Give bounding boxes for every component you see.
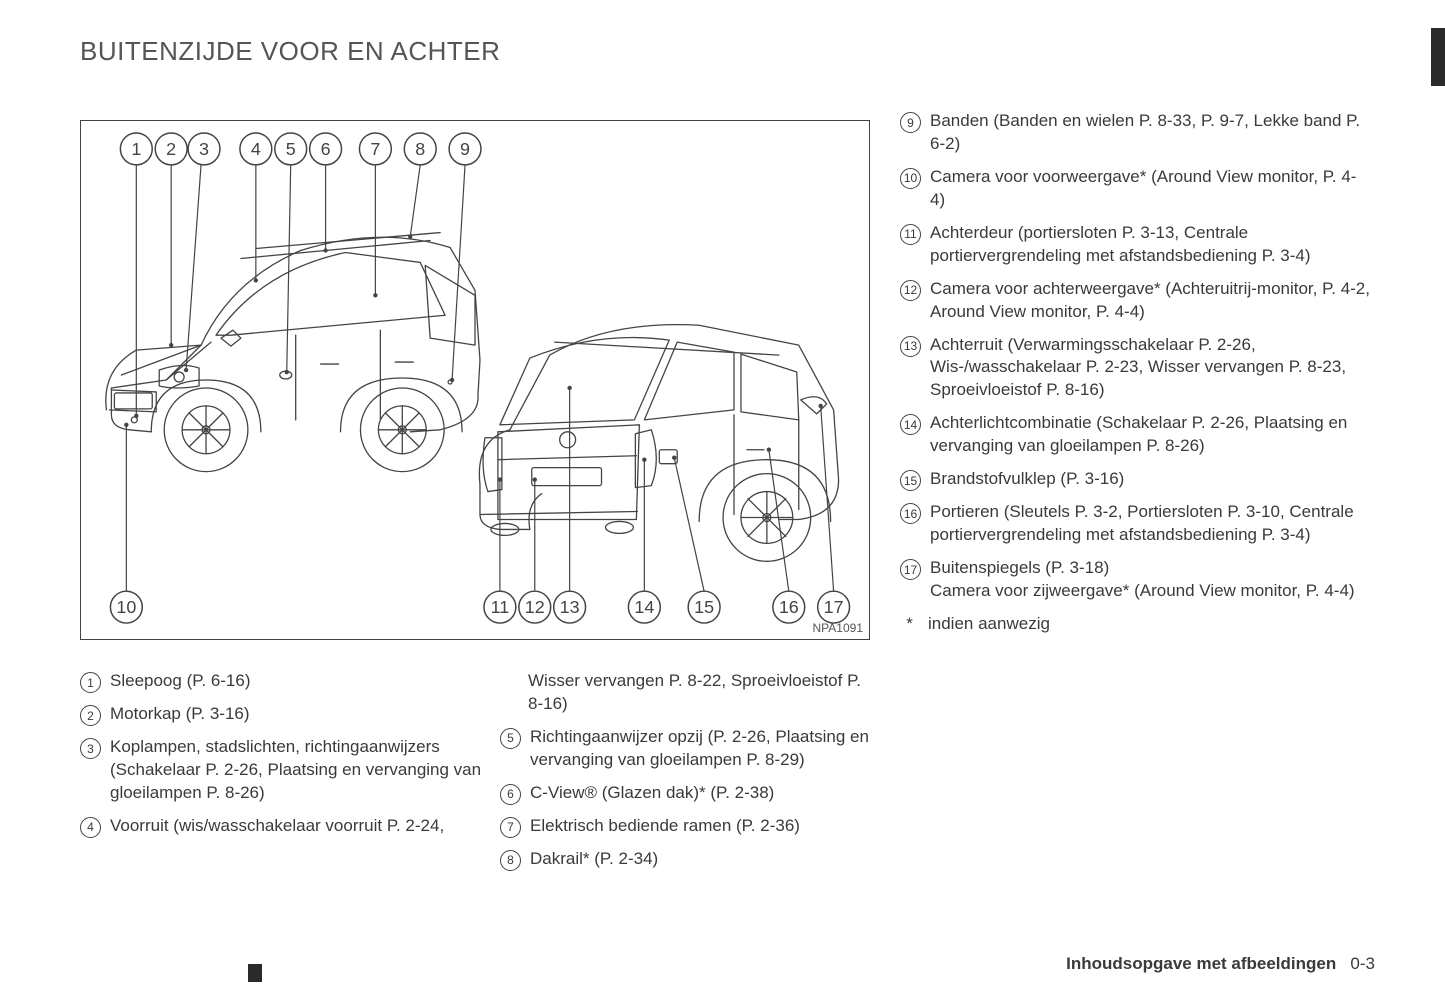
svg-text:16: 16	[779, 597, 799, 617]
legend-item-text: Motorkap (P. 3-16)	[110, 703, 490, 726]
legend-item: 15 Brandstofvulklep (P. 3-16)	[900, 468, 1370, 491]
legend-item: 11 Achterdeur (portiersloten P. 3-13, Cen…	[900, 222, 1370, 268]
legend-column-1: 1 Sleepoog (P. 6-16) 2 Motorkap (P. 3-16) 3K…	[80, 670, 490, 848]
svg-text:11: 11	[491, 597, 510, 617]
legend-item: 4 Voorruit (wis/wasschakelaar voorruit P.…	[80, 815, 490, 838]
vehicle-diagram-svg: 1 2 3 4 5 6 7 8 9	[81, 121, 869, 639]
diagram-code: NPA1091	[813, 621, 863, 635]
legend-item: 17 Buitenspiegels (P. 3-18) Camera voor z…	[900, 557, 1370, 603]
legend-item-text: Wisser vervangen P. 8-22, Sproeivloeisto…	[528, 670, 880, 716]
legend-column-3: 9 Banden (Banden en wielen P. 8-33, P. 9-…	[900, 110, 1370, 646]
legend-item-text: Portieren (Sleutels P. 3-2, Portierslote…	[930, 501, 1370, 547]
legend-item-text: C-View® (Glazen dak)* (P. 2-38)	[530, 782, 880, 805]
svg-text:3: 3	[199, 139, 209, 159]
legend-item: 5 Richtingaanwijzer opzij (P. 2-26, Plaat…	[500, 726, 880, 772]
page-footer: Inhoudsopgave met afbeeldingen 0-3	[1066, 954, 1375, 974]
svg-text:4: 4	[251, 139, 261, 159]
svg-text:14: 14	[634, 597, 654, 617]
legend-item-text: Brandstofvulklep (P. 3-16)	[930, 468, 1370, 491]
legend-item: 13 Achterruit (Verwarmingsschakelaar P. 2…	[900, 334, 1370, 403]
svg-text:8: 8	[415, 139, 425, 159]
car-front-view	[106, 233, 480, 472]
legend-item: 3 Koplampen, stadslichten, richtingaanwij…	[80, 736, 490, 805]
legend-item-number: 16	[900, 503, 921, 524]
legend-item-text: Camera voor achterweergave* (Achteruitri…	[930, 278, 1370, 324]
legend-item-number: 8	[500, 850, 521, 871]
legend-item-number: 10	[900, 168, 921, 189]
legend-item-text: Richtingaanwijzer opzij (P. 2-26, Plaats…	[530, 726, 880, 772]
section-edge-tab	[1431, 28, 1445, 86]
legend-item-text: Koplampen, stadslichten, richtingaanwijz…	[110, 736, 490, 805]
legend-item-text: Sleepoog (P. 6-16)	[110, 670, 490, 693]
legend-item-number: 1	[80, 672, 101, 693]
legend-item-number: 6	[500, 784, 521, 805]
legend-item-text: Achterlichtcombinatie (Schakelaar P. 2-2…	[930, 412, 1370, 458]
callouts-bottom: 10 11 12 13 14 15 16 17	[110, 591, 849, 623]
page: BUITENZIJDE VOOR EN ACHTER	[0, 0, 1445, 998]
legend-item-text: Dakrail* (P. 2-34)	[530, 848, 880, 871]
footer-page-number: 0-3	[1350, 954, 1375, 973]
legend-item-text: Banden (Banden en wielen P. 8-33, P. 9-7…	[930, 110, 1370, 156]
svg-text:5: 5	[286, 139, 296, 159]
legend-item: 7 Elektrisch bediende ramen (P. 2-36)	[500, 815, 880, 838]
legend-item-number: 3	[80, 738, 101, 759]
legend-item: 6 C-View® (Glazen dak)* (P. 2-38)	[500, 782, 880, 805]
legend-item: 9 Banden (Banden en wielen P. 8-33, P. 9-…	[900, 110, 1370, 156]
legend-item-number: 13	[900, 336, 921, 357]
svg-text:7: 7	[370, 139, 380, 159]
legend-item: 16 Portieren (Sleutels P. 3-2, Portierslo…	[900, 501, 1370, 547]
footer-section: Inhoudsopgave met afbeeldingen	[1066, 954, 1336, 973]
svg-text:17: 17	[824, 597, 844, 617]
legend-item-number: 11	[900, 224, 921, 245]
svg-text:10: 10	[116, 597, 136, 617]
legend-item-number: 2	[80, 705, 101, 726]
footer-crop-mark	[248, 964, 262, 982]
svg-text:13: 13	[560, 597, 580, 617]
svg-text:6: 6	[321, 139, 331, 159]
legend-column-2: Wisser vervangen P. 8-22, Sproeivloeisto…	[500, 670, 880, 881]
legend-item-number: 5	[500, 728, 521, 749]
legend-item-number: *	[900, 613, 919, 636]
callouts-top: 1 2 3 4 5 6 7 8 9	[120, 133, 481, 165]
page-title: BUITENZIJDE VOOR EN ACHTER	[80, 36, 1375, 67]
svg-text:12: 12	[525, 597, 545, 617]
legend-item: * indien aanwezig	[900, 613, 1370, 636]
legend-item-number: 15	[900, 470, 921, 491]
legend-item-text: indien aanwezig	[928, 613, 1370, 636]
legend-item-text: Voorruit (wis/wasschakelaar voorruit P. …	[110, 815, 490, 838]
svg-text:1: 1	[131, 139, 141, 159]
legend-item-text: Achterruit (Verwarmingsschakelaar P. 2-2…	[930, 334, 1370, 403]
legend-item: 2 Motorkap (P. 3-16)	[80, 703, 490, 726]
vehicle-diagram: 1 2 3 4 5 6 7 8 9	[80, 120, 870, 640]
legend-item-number: 14	[900, 414, 921, 435]
legend-item: 10 Camera voor voorweergave* (Around View…	[900, 166, 1370, 212]
legend-item-text: Achterdeur (portiersloten P. 3-13, Centr…	[930, 222, 1370, 268]
legend-item-text: Buitenspiegels (P. 3-18) Camera voor zij…	[930, 557, 1370, 603]
legend-item-number: 7	[500, 817, 521, 838]
svg-text:15: 15	[694, 597, 714, 617]
car-rear-view	[479, 325, 838, 562]
legend-item: Wisser vervangen P. 8-22, Sproeivloeisto…	[500, 670, 880, 716]
legend-item-text: Elektrisch bediende ramen (P. 2-36)	[530, 815, 880, 838]
legend-item: 1 Sleepoog (P. 6-16)	[80, 670, 490, 693]
legend-item-number: 17	[900, 559, 921, 580]
legend-item: 8 Dakrail* (P. 2-34)	[500, 848, 880, 871]
legend-item-number: 12	[900, 280, 921, 301]
legend-item-number: 9	[900, 112, 921, 133]
legend-item: 12 Camera voor achterweergave* (Achteruit…	[900, 278, 1370, 324]
svg-text:2: 2	[166, 139, 176, 159]
svg-text:9: 9	[460, 139, 470, 159]
legend-item-text: Camera voor voorweergave* (Around View m…	[930, 166, 1370, 212]
legend-item: 14 Achterlichtcombinatie (Schakelaar P. 2…	[900, 412, 1370, 458]
legend-item-number: 4	[80, 817, 101, 838]
